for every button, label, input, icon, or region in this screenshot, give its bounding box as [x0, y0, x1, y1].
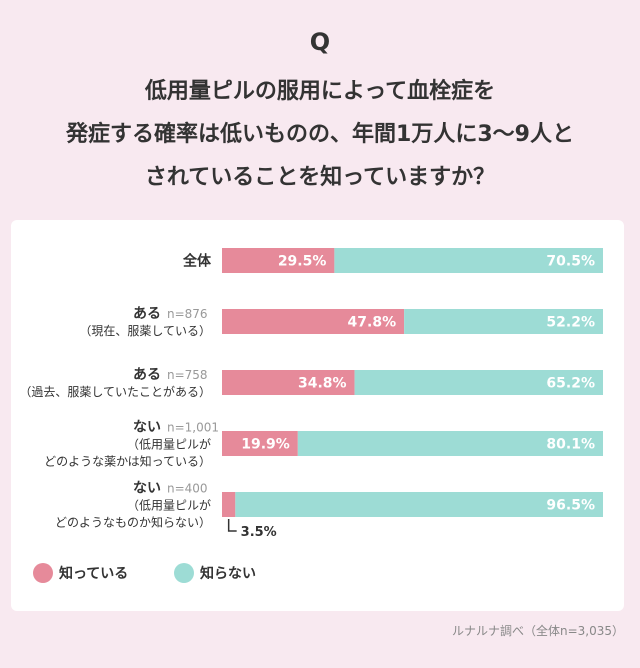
- legend-label-know: 知っている: [59, 565, 128, 582]
- category-label-4-line-1: ない: [133, 420, 161, 436]
- legend-swatch-know: [33, 563, 53, 583]
- value-label-know-5: 3.5%: [241, 525, 277, 540]
- category-label-5-line-2: （低用量ピルが: [127, 498, 211, 513]
- bar-know-1: [222, 248, 335, 273]
- source-note: ルナルナ調べ（全体n=3,035）: [451, 624, 624, 638]
- bar-know-4: [222, 431, 298, 456]
- category-label-1-line-1: 全体: [182, 253, 212, 270]
- question-line-3: されていることを知っていますか？: [144, 165, 496, 190]
- value-label-know-2: 47.8%: [348, 315, 397, 331]
- value-label-know-4: 19.9%: [241, 437, 290, 453]
- bar-know-3: [222, 370, 355, 395]
- category-label-5-line-1: ない: [133, 481, 161, 497]
- callout-line-5: [227, 519, 237, 532]
- value-label-dont-know-2: 52.2%: [546, 315, 595, 331]
- legend-swatch-dont-know: [174, 563, 194, 583]
- value-label-dont-know-4: 80.1%: [546, 437, 595, 453]
- stacked-bar-chart: 29.5% 70.5% 全体 47.8% 52.2% ある （現在、服薬している） n=876…: [19, 248, 603, 583]
- question-text: 低用量ピルの服用によって血栓症を 発症する確率は低いものの、年間1万人に3～9人…: [0, 70, 640, 199]
- category-label-2-line-2: （現在、服薬している）: [79, 324, 211, 338]
- bar-dont-know-1: [334, 248, 603, 273]
- category-label-3-line-1: ある: [133, 367, 161, 383]
- value-label-know-1: 29.5%: [278, 254, 327, 270]
- question-line-1: 低用量ピルの服用によって血栓症を: [144, 79, 496, 104]
- category-label-3-line-2: （過去、服薬していたことがある）: [19, 384, 211, 399]
- value-label-dont-know-3: 65.2%: [546, 376, 595, 392]
- value-label-dont-know-1: 70.5%: [546, 254, 595, 270]
- value-label-know-3: 34.8%: [298, 376, 347, 392]
- category-label-4-line-2: （低用量ピルが: [127, 437, 211, 452]
- legend-label-dont-know: 知らない: [200, 565, 256, 582]
- sample-size-4: n=1,001: [167, 421, 219, 435]
- chart-panel: 29.5% 70.5% 全体 47.8% 52.2% ある （現在、服薬している） n=876…: [11, 220, 624, 611]
- sample-size-2: n=876: [167, 307, 208, 321]
- sample-size-3: n=758: [167, 368, 208, 382]
- question-line-2: 発症する確率は低いものの、年間1万人に3～9人と: [66, 122, 574, 147]
- sample-size-5: n=400: [167, 482, 208, 496]
- bar-know-2: [222, 309, 405, 334]
- category-label-4-line-3: どのような薬かは知っている）: [44, 455, 211, 469]
- category-label-2-line-1: ある: [133, 306, 161, 322]
- bar-know-5: [222, 492, 236, 517]
- category-label-5-line-3: どのようなものか知らない）: [55, 516, 211, 530]
- q-mark: Q: [309, 28, 331, 56]
- value-label-dont-know-5: 96.5%: [546, 498, 595, 514]
- bar-dont-know-2: [404, 309, 603, 334]
- bar-dont-know-3: [354, 370, 603, 395]
- bar-dont-know-5: [235, 492, 603, 517]
- bar-dont-know-4: [297, 431, 603, 456]
